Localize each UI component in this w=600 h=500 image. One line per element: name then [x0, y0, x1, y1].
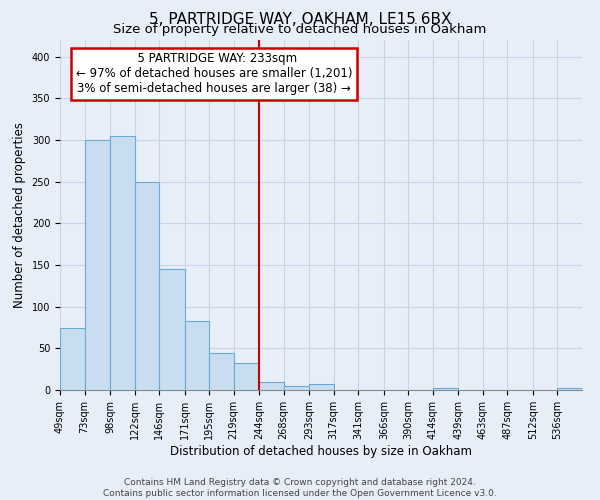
Bar [284, 386, 309, 390]
Bar [557, 388, 582, 390]
Text: Size of property relative to detached houses in Oakham: Size of property relative to detached ho… [113, 22, 487, 36]
Bar [209, 352, 233, 390]
Bar [309, 384, 334, 390]
Bar [259, 382, 284, 390]
Bar [233, 362, 259, 390]
Bar [60, 328, 85, 390]
Text: 5, PARTRIDGE WAY, OAKHAM, LE15 6BX: 5, PARTRIDGE WAY, OAKHAM, LE15 6BX [149, 12, 451, 28]
Bar [134, 182, 159, 390]
Bar [85, 140, 110, 390]
Text: 5 PARTRIDGE WAY: 233sqm
← 97% of detached houses are smaller (1,201)
3% of semi-: 5 PARTRIDGE WAY: 233sqm ← 97% of detache… [76, 52, 352, 95]
Bar [433, 388, 458, 390]
Bar [159, 269, 185, 390]
X-axis label: Distribution of detached houses by size in Oakham: Distribution of detached houses by size … [170, 444, 472, 458]
Y-axis label: Number of detached properties: Number of detached properties [13, 122, 26, 308]
Bar [185, 321, 209, 390]
Bar [110, 136, 134, 390]
Text: Contains HM Land Registry data © Crown copyright and database right 2024.
Contai: Contains HM Land Registry data © Crown c… [103, 478, 497, 498]
